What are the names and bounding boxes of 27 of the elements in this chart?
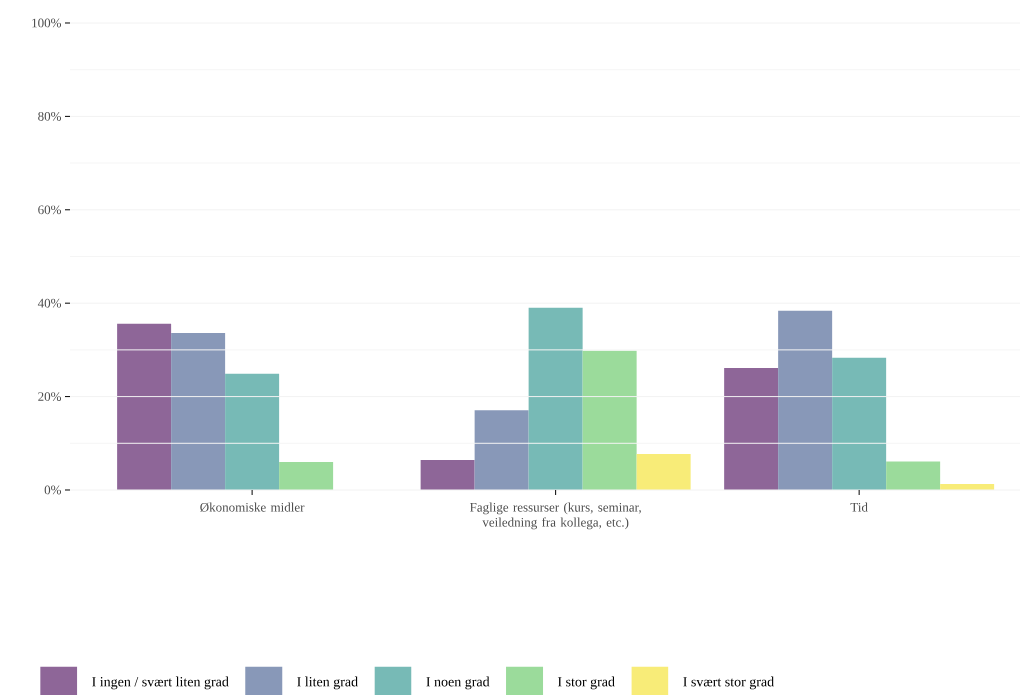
bar [832, 357, 887, 490]
legend-label: I stor grad [557, 676, 615, 690]
bar [778, 310, 833, 490]
x-tick-label: Faglige ressurser (kurs, seminar, veiledning fra kollega, etc.) [469, 502, 641, 530]
y-tick-label: 40% [37, 298, 62, 308]
legend-label: I noen grad [426, 676, 490, 690]
x-tick-label: Tid [850, 502, 868, 512]
y-tick-label: 100% [32, 18, 62, 28]
bar [724, 368, 779, 490]
bar [474, 410, 529, 490]
y-tick-label: 80% [38, 111, 62, 121]
legend-label: I liten grad [297, 676, 358, 690]
y-tick-label: 20% [38, 392, 62, 401]
bar [117, 323, 172, 490]
bar [528, 307, 583, 490]
bar [279, 461, 334, 490]
bar [225, 373, 280, 490]
bar [171, 333, 226, 490]
y-tick-label: 60% [38, 205, 62, 215]
y-tick-label: 0% [44, 485, 62, 495]
bar [420, 460, 475, 490]
bar [886, 461, 941, 490]
bar [636, 454, 691, 490]
bar [582, 350, 637, 490]
legend-label: I ingen / svært liten grad [92, 676, 229, 690]
legend-label: I svært stor grad [683, 676, 774, 690]
x-tick-label: Økonomiske midler [200, 502, 305, 512]
